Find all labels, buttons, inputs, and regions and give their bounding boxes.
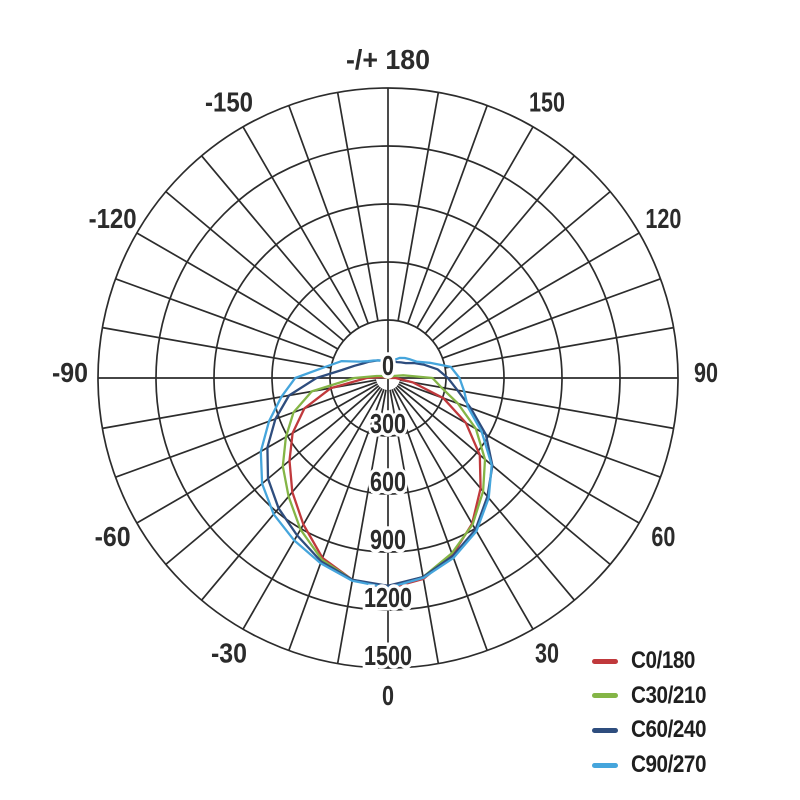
distribution-curves xyxy=(259,356,494,590)
grid-spoke-120 xyxy=(437,232,640,350)
angle-label-90: 90 xyxy=(694,357,718,388)
grid-spoke--50 xyxy=(165,385,380,566)
grid-spoke-170 xyxy=(397,92,440,322)
grid-spoke--130 xyxy=(165,190,345,342)
angle-label-90: -90 xyxy=(52,357,88,388)
radial-label-900: 900 xyxy=(370,524,406,555)
legend-label: C30/210 xyxy=(631,681,707,709)
grid-spoke-160 xyxy=(407,105,488,324)
grid-spoke-60 xyxy=(397,383,640,524)
grid-spoke-110 xyxy=(442,278,661,359)
legend-swatch-c60-240 xyxy=(592,727,618,733)
curve-C60/240 xyxy=(266,359,494,587)
radial-label-1200: 1200 xyxy=(364,582,412,613)
grid-spoke--40 xyxy=(200,386,381,601)
grid-spoke-40 xyxy=(395,386,576,601)
polar-grid xyxy=(97,87,679,669)
angle-label-150: -150 xyxy=(205,87,253,118)
grid-spoke-80 xyxy=(399,379,674,430)
grid-spoke-50 xyxy=(396,385,611,566)
grid-spoke-150 xyxy=(416,126,534,329)
legend-item: C60/240 xyxy=(592,713,718,748)
grid-spoke--120 xyxy=(136,232,339,350)
grid-spoke--60 xyxy=(136,383,379,524)
angle-label-30: 30 xyxy=(535,637,559,668)
angle-label-120: 120 xyxy=(645,203,681,234)
grid-spoke--20 xyxy=(288,388,385,651)
grid-spoke-20 xyxy=(391,388,488,651)
angle-tick-labels: -/+ 180 -150 -120 -90 -60 -30 0 30 60 90 120 150 xyxy=(49,41,722,715)
grid-spoke--110 xyxy=(115,278,334,359)
radial-label-0: 0 xyxy=(382,350,394,381)
grid-spoke--30 xyxy=(242,387,383,630)
grid-spoke--70 xyxy=(115,381,378,478)
angle-label-60: 60 xyxy=(651,521,675,552)
grid-spoke--150 xyxy=(242,126,360,329)
grid-spoke--10 xyxy=(336,389,387,664)
angle-label-60: -60 xyxy=(95,521,131,552)
legend-swatch-c90-270 xyxy=(592,762,618,768)
grid-spoke-130 xyxy=(431,190,611,342)
grid-spoke-140 xyxy=(424,155,576,335)
legend-label: C60/240 xyxy=(631,716,707,744)
grid-spoke--170 xyxy=(336,92,379,322)
radial-label-300: 300 xyxy=(370,408,406,439)
angle-label-0: 0 xyxy=(382,680,394,711)
radial-label-1500: 1500 xyxy=(364,640,412,671)
legend-item: C90/270 xyxy=(592,748,718,783)
angle-label-180: -/+ 180 xyxy=(346,44,430,75)
legend: C0/180 C30/210 C60/240 C90/270 xyxy=(592,644,718,782)
legend-item: C0/180 xyxy=(592,644,718,679)
curve-C90/270 xyxy=(259,356,493,589)
grid-spoke--140 xyxy=(200,155,352,335)
grid-spoke--160 xyxy=(288,105,369,324)
legend-item: C30/210 xyxy=(592,679,718,714)
grid-spoke-100 xyxy=(444,326,674,369)
radial-label-600: 600 xyxy=(370,466,406,497)
grid-spoke--100 xyxy=(102,326,332,369)
legend-label: C0/180 xyxy=(631,647,695,675)
angle-label-30: -30 xyxy=(211,637,247,668)
angle-label-120: -120 xyxy=(89,203,137,234)
grid-spoke-10 xyxy=(389,389,440,664)
legend-swatch-c0-180 xyxy=(592,658,618,664)
radial-tick-labels: 0 300 600 900 1200 1500 xyxy=(361,347,416,675)
angle-label-150: 150 xyxy=(529,87,565,118)
legend-label: C90/270 xyxy=(631,751,707,779)
legend-swatch-c30-210 xyxy=(592,693,618,699)
grid-spoke-30 xyxy=(393,387,534,630)
